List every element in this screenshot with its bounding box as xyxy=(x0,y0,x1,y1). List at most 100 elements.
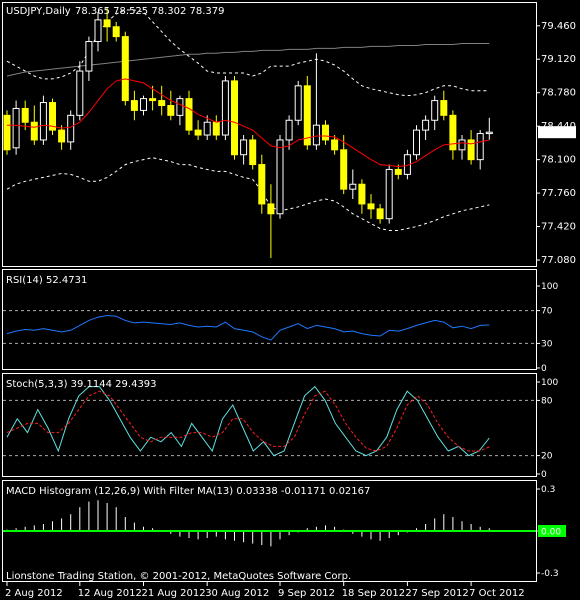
bull-candle xyxy=(431,100,439,121)
bull-candle xyxy=(67,114,75,143)
bull-candle xyxy=(458,139,466,151)
bull-candle xyxy=(312,124,320,146)
rsi-tick-label: 30 xyxy=(541,339,553,349)
bull-candle xyxy=(385,168,393,220)
rsi-plot xyxy=(3,310,536,344)
ohlc-readout: 78.365 78.525 78.302 78.379 xyxy=(75,6,225,17)
bull-candle xyxy=(39,102,47,141)
x-tick-label: 12 Aug 2012 xyxy=(78,588,142,599)
macd-tick-label: 0.00 xyxy=(541,528,561,538)
bear-candle xyxy=(331,139,339,151)
rsi-tick-label: 0 xyxy=(541,364,547,374)
bear-candle xyxy=(149,98,157,102)
bull-candle xyxy=(176,98,184,116)
bear-candle xyxy=(112,26,120,38)
stoch-tick-label: 100 xyxy=(541,378,558,388)
bear-candle xyxy=(258,164,266,205)
bear-candle xyxy=(394,168,402,175)
price-tick-label: 79.460 xyxy=(541,21,576,32)
bear-candle xyxy=(158,100,166,107)
bear-candle xyxy=(3,114,11,151)
bull-candle xyxy=(140,98,147,111)
copyright-text: Lionstone Trading Station, © 2001-2012, … xyxy=(6,571,351,582)
axes: 79.46079.12078.78078.44078.10077.76077.4… xyxy=(5,21,576,599)
x-tick-label: 21 Aug 2012 xyxy=(142,588,206,599)
lower-band-line xyxy=(6,157,490,231)
bear-candle xyxy=(231,80,238,156)
price-tick-label: 78.780 xyxy=(541,88,576,99)
bear-candle xyxy=(358,183,366,205)
macd-tick-label: -0.3 xyxy=(541,569,559,579)
bull-candle xyxy=(285,119,293,141)
rsi-tick-label: 70 xyxy=(541,307,553,317)
bear-candle xyxy=(267,203,275,215)
rsi-label: RSI(14) 52.4731 xyxy=(6,275,87,286)
bull-candle xyxy=(422,119,430,131)
bull-candle xyxy=(94,19,102,43)
x-tick-label: 7 Oct 2012 xyxy=(469,588,524,599)
price-tick-label: 77.080 xyxy=(541,255,576,266)
stoch-main-line xyxy=(6,385,490,457)
bull-candle xyxy=(221,80,229,136)
bull-candle xyxy=(294,85,302,121)
bear-candle xyxy=(367,203,375,210)
bear-candle xyxy=(212,121,220,136)
x-tick-label: 2 Aug 2012 xyxy=(5,588,63,599)
bear-candle xyxy=(58,129,66,143)
upper-band-line xyxy=(6,9,490,97)
macd-tick-label: 0.3 xyxy=(541,485,555,495)
bull-candle xyxy=(240,139,248,156)
rsi-line xyxy=(6,314,490,341)
stoch-plot xyxy=(3,385,536,457)
x-tick-label: 18 Sep 2012 xyxy=(342,588,405,599)
stoch-panel-frame xyxy=(2,373,537,477)
macd-zero-marker xyxy=(538,525,566,537)
bear-candle xyxy=(467,139,475,161)
macd-label: MACD Histogram (12,26,9) With Filter MA(… xyxy=(6,486,370,497)
price-tick-label: 78.100 xyxy=(541,155,576,166)
bull-candle xyxy=(485,131,493,135)
bear-candle xyxy=(322,124,329,141)
current-price-label: 78.379 xyxy=(541,128,576,139)
bear-candle xyxy=(194,129,202,136)
bull-candle xyxy=(85,41,93,72)
bull-candle xyxy=(203,121,211,136)
stoch-signal-line xyxy=(6,390,490,452)
moving-average-line xyxy=(7,78,490,168)
bear-candle xyxy=(103,19,111,28)
bear-candle xyxy=(130,100,138,111)
bull-candle xyxy=(12,107,20,149)
stoch-label: Stoch(5,3,3) 39.1144 29.4393 xyxy=(6,379,157,390)
x-tick-label: 27 Sep 2012 xyxy=(405,588,468,599)
stoch-tick-label: 80 xyxy=(541,396,553,406)
price-panel-frame xyxy=(2,2,537,267)
bear-candle xyxy=(49,102,56,131)
bear-candle xyxy=(449,114,457,151)
rsi-panel-frame xyxy=(2,269,537,370)
macd-plot xyxy=(3,500,536,547)
bull-candle xyxy=(349,183,357,190)
bear-candle xyxy=(340,149,348,190)
bear-candle xyxy=(185,98,193,131)
x-tick-label: 30 Aug 2012 xyxy=(205,588,269,599)
bear-candle xyxy=(376,208,384,220)
price-plot xyxy=(3,7,493,259)
stoch-tick-label: 20 xyxy=(541,452,553,462)
stoch-tick-label: 0 xyxy=(541,470,547,480)
bear-candle xyxy=(21,107,29,123)
symbol-label: USDJPY,Daily xyxy=(6,6,71,17)
bear-candle xyxy=(440,100,448,116)
current-price-marker xyxy=(538,126,576,139)
bear-candle xyxy=(303,85,311,146)
bear-candle xyxy=(121,36,129,102)
bull-candle xyxy=(76,70,84,116)
bull-candle xyxy=(276,139,284,215)
bull-candle xyxy=(476,133,484,161)
bear-candle xyxy=(30,121,38,141)
bear-candle xyxy=(167,105,175,116)
price-tick-label: 77.760 xyxy=(541,188,576,199)
price-tick-label: 77.420 xyxy=(541,222,576,233)
bear-candle xyxy=(249,139,257,166)
x-tick-label: 9 Sep 2012 xyxy=(278,588,335,599)
